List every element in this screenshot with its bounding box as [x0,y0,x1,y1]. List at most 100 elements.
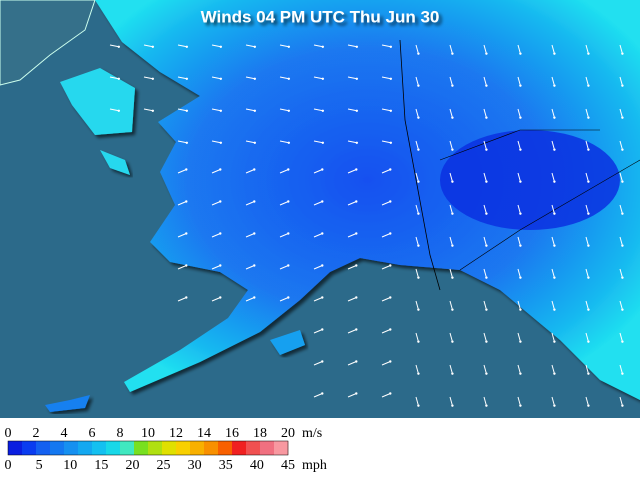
wind-arrow [483,332,487,342]
wind-arrow [415,236,419,246]
wind-arrow [517,44,521,54]
wind-arrow-head [389,141,393,144]
wind-arrow-head [417,84,420,87]
wind-arrow-head [287,109,291,112]
wind-arrows [109,44,624,407]
wind-arrow [211,297,221,302]
wind-arrow [211,140,221,144]
legend-swatch [50,441,65,455]
wind-arrow [313,393,323,398]
wind-arrow-head [451,180,454,183]
wind-arrow [517,236,521,246]
wind-arrow [347,76,357,80]
wind-arrow [517,332,521,342]
wind-arrow-head [519,276,522,279]
legend-tick-label: 40 [250,458,264,473]
legend-tick-label: 2 [33,426,40,441]
wind-arrow [109,108,119,112]
wind-arrow-head [553,276,556,279]
wind-arrow [517,204,521,214]
wind-arrow [415,76,419,86]
wind-arrow-head [219,232,222,235]
wind-arrow [313,233,323,238]
legend-swatch [22,441,37,455]
wind-arrow-head [485,52,488,55]
wind-arrow-head [389,77,393,80]
wind-arrow [551,44,555,54]
wind-arrow-head [219,77,223,80]
wind-arrow [177,44,187,48]
wind-arrow-head [321,45,325,48]
wind-arrow-head [355,168,358,171]
wind-arrow-head [587,52,590,55]
wind-arrow-head [553,308,556,311]
wind-arrow [347,108,357,112]
wind-arrow [381,76,391,80]
wind-arrow [245,44,255,48]
legend-swatch [106,441,121,455]
wind-arrow-head [519,308,522,311]
wind-arrow-head [321,360,324,363]
wind-arrow [347,44,357,48]
wind-arrow-head [185,200,188,203]
wind-arrow [313,169,323,174]
wind-arrow [415,108,419,118]
wind-arrow [245,297,255,302]
wind-arrow [483,108,487,118]
legend-tick-label: 35 [219,458,233,473]
wind-arrow [415,268,419,278]
wind-arrow-head [389,200,392,203]
wind-arrow [551,76,555,86]
wind-arrow [551,364,555,374]
legend-swatch [64,441,79,455]
wind-arrow [279,140,289,144]
wind-arrow [313,265,323,270]
wind-arrow [347,361,357,366]
wind-arrow [619,204,623,214]
legend-tick-label: 20 [125,458,139,473]
wind-arrow-head [417,148,420,151]
wind-arrow [313,44,323,48]
border [439,129,600,161]
wind-arrow-head [151,109,155,112]
wind-arrow [551,236,555,246]
wind-arrow-head [287,232,290,235]
wind-arrow [381,44,391,48]
wind-arrow-head [117,109,121,112]
wind-arrow-head [389,264,392,267]
legend-tick-label: 25 [157,458,171,473]
wind-arrow [449,76,453,86]
wind-arrow [177,108,187,112]
wind-arrow-head [621,52,624,55]
wind-arrow-head [451,52,454,55]
wind-arrow-head [389,168,392,171]
wind-arrow-head [485,148,488,151]
wind-arrow-head [185,264,188,267]
wind-arrow [347,233,357,238]
wind-arrow-head [287,296,290,299]
wind-arrow-head [185,296,188,299]
wind-arrow-head [587,244,590,247]
wind-arrow-head [621,308,624,311]
wind-arrow-head [219,109,223,112]
wind-arrow [347,297,357,302]
wind-arrow-head [485,276,488,279]
wind-arrow-head [355,200,358,203]
wind-arrow [619,396,623,406]
wind-arrow [279,233,289,238]
wind-arrow-head [621,84,624,87]
wind-arrow [585,364,589,374]
legend-tick-label: 45 [281,458,295,473]
wind-arrow-head [587,84,590,87]
wind-arrow [143,44,153,48]
wind-arrow-head [287,264,290,267]
wind-arrow [619,300,623,310]
legend-tick-label: 4 [61,426,68,441]
wind-arrow [517,396,521,406]
wind-arrow-head [485,308,488,311]
wind-arrow [313,108,323,112]
wind-arrow [585,300,589,310]
wind-arrow-head [417,180,420,183]
wind-arrow [313,361,323,366]
wind-arrow [245,108,255,112]
